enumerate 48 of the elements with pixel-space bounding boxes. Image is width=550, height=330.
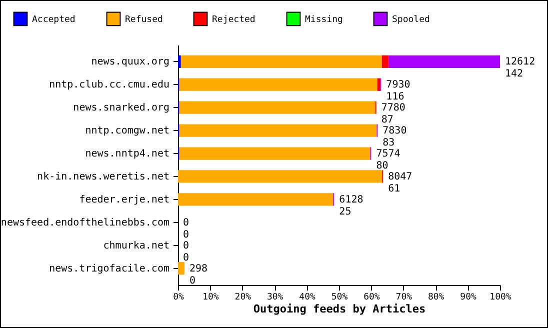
annotation: 0 0 (183, 217, 190, 240)
bar (178, 55, 181, 68)
y-tick-label: news.quux.org (91, 56, 170, 68)
annotation: 7780 87 (381, 102, 406, 126)
annotation: 8047 61 (388, 171, 412, 194)
x-tick-label: 10% (202, 292, 220, 302)
y-tick-label: nk-in.news.weretis.net (37, 171, 170, 182)
x-tick-label: 100% (490, 292, 512, 302)
x-tick-label: 60% (364, 292, 380, 302)
y-tick-label: newsfeed.endofthelinebbs.com (0, 217, 170, 228)
x-tick-label: 30% (266, 292, 284, 302)
legend-label: Accepted (32, 14, 76, 25)
bar (178, 262, 184, 275)
y-tick-label: news.snarked.org (73, 102, 170, 114)
legend-label: Refused (125, 14, 163, 25)
y-tick-label: news.trigofacile.com (49, 263, 170, 274)
annotation: 6128 25 (339, 194, 364, 218)
annotation: 298 0 (189, 263, 208, 286)
bar (179, 101, 376, 114)
x-tick-label: 20% (234, 292, 252, 302)
y-tick-label: nntp.comgw.net (85, 126, 170, 137)
x-tick-label: 40% (299, 292, 316, 302)
bar (179, 78, 378, 91)
bar (180, 55, 382, 68)
legend-label: Spooled (392, 14, 430, 25)
y-tick-label: nntp.club.cc.cmu.edu (49, 80, 170, 91)
bar (388, 55, 500, 68)
x-axis-title: Outgoing feeds by Articles (253, 302, 426, 316)
annotation: 7930 116 (386, 80, 410, 103)
y-tick-label: chmurka.net (103, 240, 170, 252)
bar (179, 124, 377, 137)
x-tick-label: 90% (460, 292, 478, 302)
x-tick-label: 0% (173, 292, 184, 302)
bar (179, 147, 370, 160)
x-tick-label: 70% (396, 292, 413, 302)
annotation: 0 0 (183, 240, 190, 264)
y-tick-label: feeder.erje.net (79, 194, 170, 206)
bar (382, 55, 389, 68)
x-tick-label: 80% (428, 292, 445, 302)
annotation: 7830 83 (382, 126, 407, 149)
y-tick-label: news.nntp4.net (85, 148, 170, 160)
x-tick-label: 50% (331, 292, 348, 302)
legend-label: Rejected (212, 14, 256, 25)
bar (178, 170, 382, 183)
legend-label: Missing (305, 14, 343, 25)
bar (178, 193, 334, 206)
annotation: 7574 80 (376, 148, 400, 172)
annotation: 12612 142 (505, 56, 536, 80)
